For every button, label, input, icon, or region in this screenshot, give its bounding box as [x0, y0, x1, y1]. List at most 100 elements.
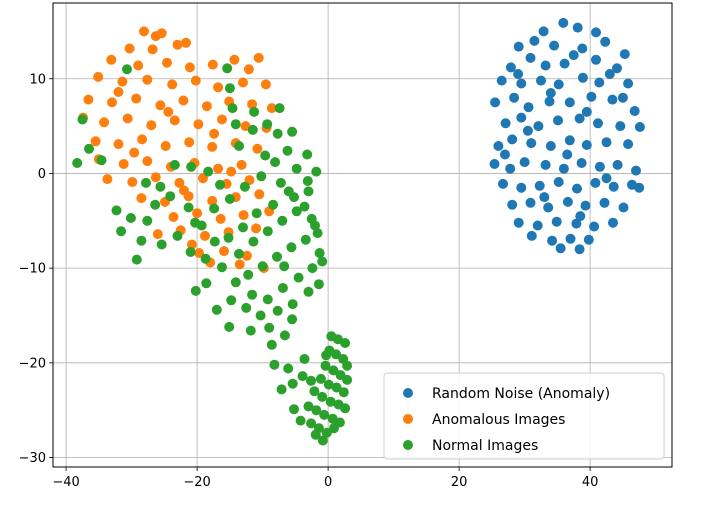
data-point: [342, 360, 353, 371]
data-point: [251, 223, 262, 234]
data-point: [574, 113, 585, 124]
data-point: [247, 124, 258, 135]
data-point: [539, 192, 550, 203]
data-point: [496, 75, 507, 86]
data-point: [591, 27, 601, 38]
data-point: [564, 97, 575, 108]
data-point: [215, 213, 226, 224]
data-point: [266, 339, 277, 350]
y-tick-label: −10: [19, 262, 46, 277]
data-point: [213, 163, 224, 174]
legend-label: Anomalous Images: [432, 412, 565, 428]
data-point: [229, 54, 240, 65]
data-point: [581, 140, 592, 150]
data-point: [317, 435, 328, 446]
data-point: [287, 126, 298, 137]
data-point: [111, 205, 122, 216]
data-point: [283, 363, 294, 374]
data-point: [113, 139, 124, 150]
data-point: [272, 128, 283, 139]
data-point: [303, 286, 314, 297]
data-point: [131, 254, 142, 265]
y-tick-label: 0: [38, 167, 46, 182]
data-point: [247, 289, 258, 300]
legend: Random Noise (Anomaly) Anomalous Images No…: [383, 372, 665, 460]
data-point: [239, 181, 250, 192]
data-point: [223, 232, 234, 243]
data-point: [224, 83, 235, 94]
data-point: [543, 202, 554, 213]
data-point: [500, 118, 511, 129]
data-point: [549, 40, 560, 51]
data-point: [522, 125, 533, 136]
data-point: [172, 39, 183, 50]
data-point: [234, 141, 244, 151]
data-point: [272, 251, 282, 262]
data-point: [276, 384, 287, 395]
data-point: [617, 92, 628, 103]
data-point: [489, 159, 500, 169]
data-point: [608, 217, 618, 228]
data-point: [217, 262, 227, 273]
data-point: [142, 215, 153, 226]
data-point: [310, 220, 320, 231]
axis-ticks: −40 −20 0 20 40 −30 −20 −10 0 10: [19, 72, 599, 490]
data-point: [525, 197, 536, 208]
data-point: [116, 226, 127, 237]
data-point: [269, 359, 280, 370]
data-point: [299, 354, 310, 364]
data-point: [156, 239, 167, 250]
data-point: [209, 128, 220, 139]
data-point: [551, 216, 562, 227]
data-point: [207, 195, 218, 206]
data-point: [277, 215, 288, 226]
data-point: [500, 149, 510, 160]
data-point: [215, 179, 225, 190]
data-point: [314, 248, 325, 258]
data-point: [93, 71, 104, 82]
data-point: [287, 314, 298, 325]
data-point: [559, 58, 570, 69]
data-point: [146, 120, 157, 131]
data-point: [270, 157, 281, 168]
data-point: [238, 77, 248, 88]
data-point: [241, 302, 252, 313]
data-point: [581, 106, 592, 117]
data-point: [293, 272, 304, 283]
data-point: [162, 57, 172, 68]
data-point: [612, 159, 623, 170]
data-point: [155, 100, 166, 111]
data-point: [248, 236, 259, 247]
data-point: [122, 113, 133, 124]
data-point: [516, 112, 527, 123]
data-point: [600, 36, 611, 47]
data-point: [125, 213, 136, 223]
data-point: [203, 166, 214, 177]
legend-label: Random Noise (Anomaly): [432, 386, 610, 402]
data-point: [236, 159, 247, 170]
data-point: [338, 387, 349, 398]
data-point: [245, 325, 256, 336]
data-point: [127, 177, 138, 187]
data-point: [631, 165, 641, 176]
data-point: [291, 163, 302, 174]
data-point: [618, 202, 629, 213]
data-point: [601, 173, 612, 184]
data-point: [167, 79, 178, 90]
data-point: [545, 141, 556, 151]
data-point: [186, 161, 197, 172]
data-point: [251, 208, 262, 219]
data-point: [519, 157, 530, 168]
data-point: [513, 41, 524, 52]
x-tick-label: 40: [582, 475, 599, 490]
data-point: [247, 99, 258, 110]
data-point: [534, 180, 545, 191]
data-point: [526, 138, 537, 149]
data-point: [141, 177, 151, 188]
data-point: [90, 136, 101, 147]
data-point: [150, 199, 161, 210]
data-point: [545, 88, 556, 98]
data-point: [289, 404, 299, 415]
data-point: [211, 304, 222, 315]
data-point: [507, 199, 518, 210]
